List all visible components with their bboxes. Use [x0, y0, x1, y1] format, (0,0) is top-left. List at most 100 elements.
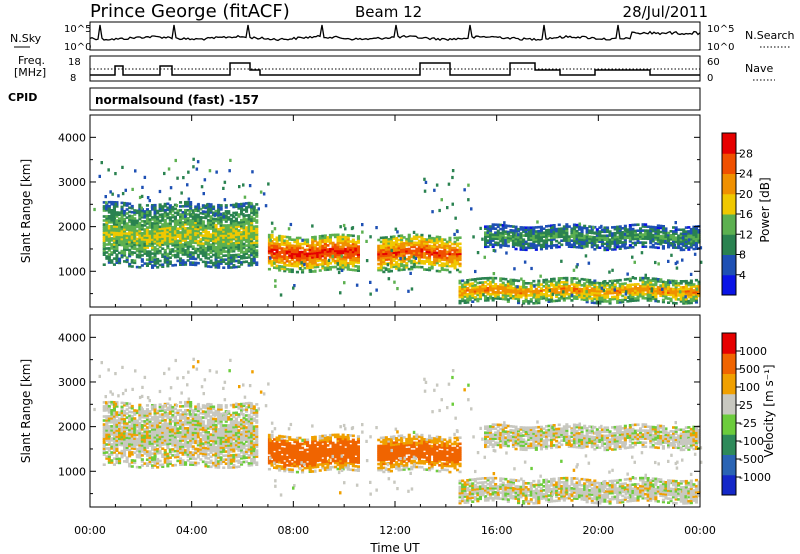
power-cell: [168, 260, 172, 263]
power-cell: [684, 240, 688, 243]
power-cell: [250, 223, 254, 227]
power-cell: [128, 220, 132, 224]
power-cell: [515, 232, 518, 236]
power-cell: [227, 230, 231, 233]
power-cell: [130, 265, 134, 268]
power-cell: [232, 243, 236, 247]
power-cell: [400, 236, 404, 239]
power-cell: [356, 235, 360, 238]
power-cell: [672, 234, 676, 237]
power-cell: [636, 287, 640, 290]
power-cell: [613, 231, 617, 235]
velocity-cell: [153, 405, 157, 409]
velocity-cell: [110, 400, 114, 404]
power-cell: [654, 293, 658, 297]
velocity-cell: [153, 424, 157, 427]
power-cell: [321, 260, 325, 264]
power-cell: [166, 238, 170, 242]
power-cell: [140, 236, 144, 239]
power-cell: [682, 228, 686, 231]
velocity-cell: [151, 416, 155, 419]
power-cell: [308, 250, 312, 253]
power-cell: [489, 296, 493, 300]
power-cell: [644, 229, 648, 232]
power-cell: [288, 250, 292, 253]
power-cell: [595, 301, 599, 305]
power-cell: [212, 237, 216, 241]
power-cell: [153, 240, 157, 243]
power-cell: [633, 277, 637, 280]
power-cell: [471, 294, 475, 297]
power-cell: [181, 227, 185, 230]
power-cell: [107, 255, 111, 258]
power-cell: [600, 224, 603, 228]
power-cell: [283, 251, 287, 255]
velocity-cell: [125, 402, 129, 405]
velocity-cell: [148, 444, 152, 447]
power-cell: [506, 294, 510, 297]
power-cell: [580, 240, 584, 243]
power-cell: [356, 259, 360, 262]
power-cell: [420, 239, 424, 243]
power-cell: [323, 262, 327, 266]
power-cell: [110, 221, 114, 224]
power-cell: [626, 230, 630, 233]
power-cell: [285, 235, 289, 239]
power-cell: [578, 238, 582, 241]
power-cell: [133, 209, 137, 212]
power-cell: [580, 284, 584, 287]
power-cell: [517, 236, 521, 239]
power-cell: [209, 261, 213, 265]
power-cell: [463, 289, 467, 292]
power-cell: [580, 226, 584, 229]
power-cell: [661, 225, 665, 228]
power-cell: [125, 224, 129, 227]
power-cell: [467, 198, 470, 202]
power-cell: [514, 235, 518, 239]
power-cell: [458, 285, 462, 289]
power-cell: [494, 287, 498, 290]
power-cell: [179, 219, 183, 222]
power-cell: [438, 235, 442, 239]
power-cell: [539, 295, 543, 298]
power-cell: [506, 300, 510, 303]
power-cell: [209, 249, 213, 252]
velocity-cell: [158, 459, 162, 463]
power-cell: [649, 239, 653, 243]
power-cell: [196, 215, 200, 219]
power-cell: [674, 238, 678, 241]
power-cell: [285, 268, 289, 271]
velocity-cell: [156, 462, 160, 465]
power-cell: [555, 285, 559, 288]
power-cell: [501, 281, 505, 285]
power-cell: [560, 235, 564, 238]
power-cell: [555, 293, 559, 296]
power-cell: [255, 241, 259, 244]
power-cell: [689, 291, 693, 295]
power-cell: [288, 252, 292, 255]
power-cell: [644, 273, 647, 277]
power-cell: [231, 214, 235, 218]
power-cell: [572, 283, 576, 286]
power-cell: [633, 293, 637, 296]
power-cell: [140, 244, 144, 247]
velocity-cell: [105, 419, 109, 422]
power-cell: [489, 288, 493, 292]
power-cell: [524, 246, 528, 250]
power-cell: [514, 279, 518, 282]
power-cell: [168, 212, 172, 215]
power-cell: [278, 244, 282, 248]
power-cell: [547, 238, 551, 242]
power-cell: [472, 235, 475, 239]
velocity-cell: [128, 464, 132, 468]
power-cell: [583, 224, 587, 228]
power-cell: [412, 253, 416, 257]
power-cell: [295, 256, 299, 260]
power-cell: [270, 246, 274, 249]
power-cell: [206, 212, 210, 216]
power-cell: [393, 280, 396, 284]
power-cell: [171, 230, 175, 233]
power-cell: [135, 225, 139, 229]
power-cell: [156, 260, 160, 263]
